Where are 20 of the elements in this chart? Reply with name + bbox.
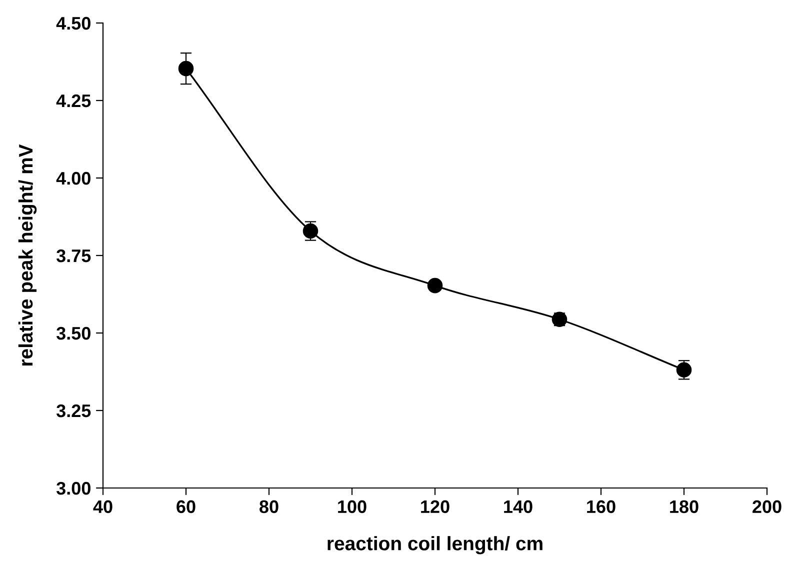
x-tick-label: 60 xyxy=(176,500,196,514)
y-tick-label: 3.25 xyxy=(56,404,91,418)
x-tick-label: 160 xyxy=(587,500,616,514)
x-tick-label: 180 xyxy=(670,500,698,514)
y-tick-label: 4.50 xyxy=(56,16,90,30)
y-tick-label: 3.75 xyxy=(56,249,91,262)
x-axis-title: reaction coil length/ cm xyxy=(328,536,542,554)
y-tick-label: 4.00 xyxy=(56,172,90,185)
x-tick-label: 200 xyxy=(752,500,782,514)
y-tick-label: 3.50 xyxy=(56,326,90,340)
x-tick-label: 100 xyxy=(338,500,366,514)
x-tick-label: 120 xyxy=(421,500,450,514)
x-tick-label: 140 xyxy=(504,500,532,514)
x-tick-label: 80 xyxy=(260,500,278,514)
y-axis-title: relative peak height/ mV xyxy=(18,144,37,366)
y-tick-label: 3.00 xyxy=(56,482,90,495)
point xyxy=(178,60,194,76)
point xyxy=(427,278,443,294)
x-tick-label: 40 xyxy=(93,500,112,514)
y-tick-label: 4.25 xyxy=(56,94,91,108)
